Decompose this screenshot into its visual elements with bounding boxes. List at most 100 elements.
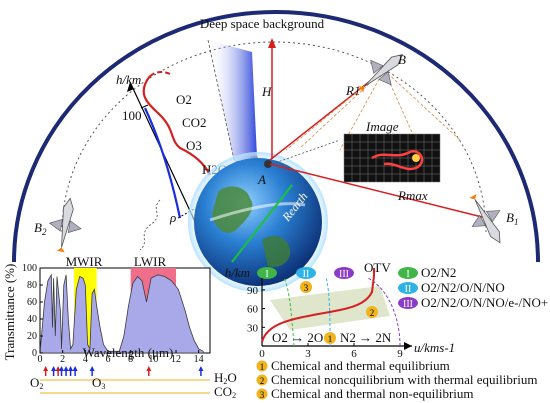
svg-text:3: 3 [260,390,265,400]
species-o3: O3 [186,138,202,153]
svg-text:II: II [405,284,412,295]
region-ii-badge: II [296,267,316,280]
trans-xtick: 6 [106,354,111,365]
pressure-label: ρ [169,210,176,225]
image-link [271,139,341,165]
vehicle-b-label: B [398,52,406,67]
svg-text:III: III [339,269,349,280]
absorber-o2: O2 [30,375,43,391]
trans-ytick: 40 [27,314,37,325]
vehicle-b1 [469,194,501,244]
transmittance-chart: 0 20 40 60 80 100 0 2 4 6 8 10 12 14 Transmittance (… [2,254,237,400]
trans-ytick: 100 [22,263,37,274]
note-1: 1 Chemical and thermal equilibrium [256,358,450,373]
otv-label: OTV [364,260,391,275]
deep-space-title: Deep space background [200,16,325,31]
svg-text:1: 1 [260,362,265,372]
svg-text:O2/N2/O/N/NO/e-/NO+: O2/N2/O/N/NO/e-/NO+ [421,295,548,310]
vel-ytick: 60 [247,304,259,316]
atmosphere-wedge [208,40,258,178]
trans-ytick: 80 [27,280,37,291]
vehicle-b2 [48,197,82,253]
image-panel [343,133,441,183]
earth-land-1 [212,186,253,233]
svg-text:O2/N2: O2/N2 [421,265,456,280]
svg-text:III: III [403,299,413,310]
svg-text:I: I [265,269,268,280]
species-o2: O2 [176,92,192,107]
absorption-arrows [43,366,204,376]
h-axis-arrow [127,82,134,92]
ray-rmax-label: Rmax [397,188,428,203]
h-axis-label: h/km [116,72,141,87]
absorber-h2o: H2O [214,370,237,386]
mark-2-badge: 2 [366,306,378,318]
mark-3-badge: 3 [300,281,312,293]
h-height-arrow [268,38,276,48]
legend-item-ii: II O2/N2/O/N/NO [398,280,505,295]
reaction-n2: N2 → 2N [340,330,392,345]
svg-text:I: I [406,269,409,280]
trans-xtick: 14 [194,354,204,365]
pressure-curve [144,107,182,219]
svg-text:Chemical and thermal equilibri: Chemical and thermal equilibrium [271,358,450,373]
trans-ytick: 60 [27,297,37,308]
note-3: 3 Chemical and thermal non-equilibrium [256,386,474,401]
point-a [264,160,272,168]
temperature-curve [142,75,211,176]
orbit-path [61,41,487,233]
temperature-curve-dashed [149,71,171,77]
trans-xtick: 2 [60,354,65,365]
svg-text:1: 1 [328,334,333,344]
h-height-label: H [261,84,272,99]
species-co2: CO2 [182,115,207,130]
svg-text:3: 3 [304,283,309,293]
trans-xlabel: Wavelength (μm) [83,345,174,360]
trans-xtick: 4 [83,354,88,365]
r-earth-line [231,184,293,263]
transmittance-area [39,273,204,354]
ray-rmax [269,163,487,219]
composition-legend: I O2/N2 II O2/N2/O/N/NO III O2/N2/O/N/NO… [398,265,548,310]
regime-notes: 1 Chemical and thermal equilibrium 2 Che… [256,358,537,401]
mark-1-badge: 1 [324,332,336,344]
svg-text:Chemical and thermal non-equil: Chemical and thermal non-equilibrium [271,386,474,401]
svg-text:2: 2 [370,308,375,318]
earth-clouds [209,202,306,222]
trans-xtick: 10 [148,354,158,365]
vel-ylabel: h/km [225,265,250,280]
vel-x-arrow [404,342,412,350]
vel-xtick: 0 [259,348,265,360]
trans-ytick: 0 [32,348,37,359]
vel-xtick: 9 [397,348,403,360]
svg-text:Chemical noncquilibrium with t: Chemical noncquilibrium with thermal equ… [271,372,537,387]
reentry-trajectory [261,275,375,343]
trans-ylabel: Transmittance (%) [2,264,17,361]
reaction-o2: O2 → 2O [272,330,323,345]
svg-text:2: 2 [260,376,265,386]
deep-space-arc [12,10,540,263]
trans-xtick: 8 [128,354,133,365]
ray-r1-label: R1 [345,83,360,98]
h-100-label: 100 [122,108,142,123]
trans-ytick: 20 [27,331,37,342]
svg-text:O2/N2/O/N/NO: O2/N2/O/N/NO [421,280,505,295]
earth-land-2 [262,235,291,268]
legend-item-i: I O2/N2 [398,265,456,280]
h-tick [140,104,149,109]
region-i-boundary [283,277,295,347]
image-title: Image [365,119,399,134]
region-i-badge: I [257,267,277,280]
vehicle-b1-label: B1 [506,210,518,227]
legend-item-iii: III O2/N2/O/N/NO/e-/NO+ [398,295,548,310]
vel-xtick: 6 [351,348,357,360]
vehicle-b [358,53,404,93]
vel-xtick: 3 [305,348,311,360]
trans-xtick: 12 [171,354,181,365]
absorber-co2: CO2 [214,384,236,400]
vel-ytick: 30 [247,322,259,334]
vel-ytick: 90 [247,285,259,297]
